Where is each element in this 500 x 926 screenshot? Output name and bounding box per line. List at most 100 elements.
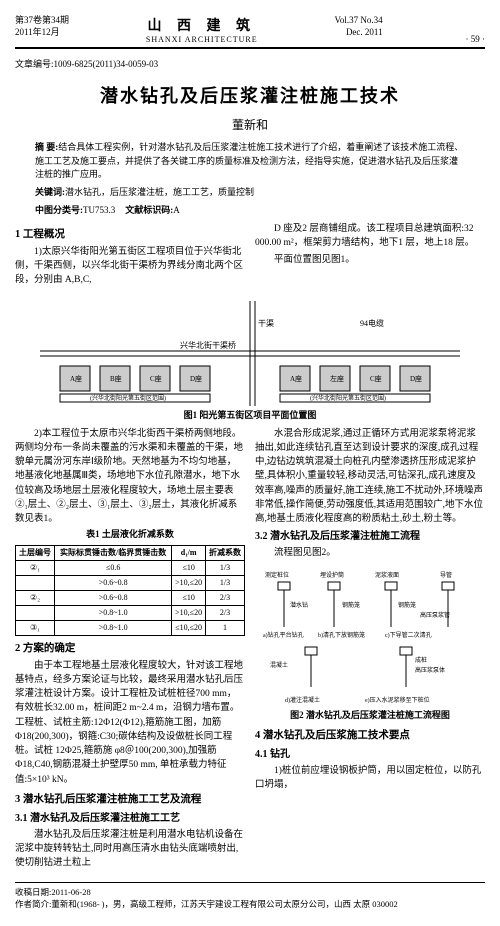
figure-2: 测定桩位 埋设护筒 泥浆液面 导管 潜水钻 钢筋笼 钢筋笼 高压泵浆管 bbox=[255, 567, 485, 723]
table-cell: >0.6~0.8 bbox=[55, 590, 172, 605]
sec3-sub1: 3.1 潜水钻孔及后压浆灌注桩施工工艺 bbox=[15, 811, 245, 826]
date-cn: 2011年12月 bbox=[15, 27, 69, 39]
journal-en: SHANXI ARCHITECTURE bbox=[146, 35, 258, 44]
svg-text:d)灌注混凝土: d)灌注混凝土 bbox=[285, 696, 320, 704]
col-right: D 座及2 层商铺组成。该工程项目总建筑面积:32 000.00 m²，框架剪力… bbox=[255, 222, 485, 290]
article-title: 潜水钻孔及后压浆灌注桩施工技术 bbox=[15, 82, 485, 108]
table-cell: >0.8~1.0 bbox=[55, 605, 172, 620]
keywords-label: 关键词: bbox=[35, 187, 65, 197]
sec3-p2: 水混合形成泥浆,通过正循环方式用泥浆泵将泥浆抽出,如此连续钻孔直至达到设计要求的… bbox=[255, 427, 485, 527]
fig1-caption: 图1 阳光第五街区项目平面位置图 bbox=[15, 408, 485, 421]
body-col-left: 2)本工程位于太原市兴华北街西干渠桥两侧地段。两侧均分布一条尚未覆盖的污水渠和未… bbox=[15, 427, 245, 873]
svg-text:埋设护筒: 埋设护筒 bbox=[320, 571, 344, 579]
svg-text:左座: 左座 bbox=[330, 374, 344, 383]
keywords: 关键词:潜水钻孔，后压浆灌注桩，施工工艺，质量控制 bbox=[35, 186, 465, 200]
svg-text:高压浆泵体: 高压浆泵体 bbox=[415, 666, 445, 674]
sec4-p1: 1)桩位前应埋设钢板护筒，用以固定桩位，以防孔口坍塌， bbox=[255, 764, 485, 793]
th-2: d₁/m bbox=[172, 545, 206, 560]
svg-text:c)下导管二次清孔: c)下导管二次清孔 bbox=[385, 631, 432, 639]
header-right: Vol.37 No.34 Dec. 2011 bbox=[335, 15, 383, 44]
table-header-row: 土层编号 实际标贯锤击数/临界贯锤击数 d₁/m 折减系数 bbox=[16, 545, 245, 560]
abstract-text: 结合具体工程实例，针对潜水钻孔及后压浆灌注桩施工技术进行了介绍，着重阐述了该技术… bbox=[35, 142, 463, 179]
article-id: 文章编号:1009-6825(2011)34-0059-03 bbox=[15, 57, 485, 70]
author-bio: 作者简介:董新和(1968- )，男，高级工程师，江苏天宇建设工程有限公司太原分… bbox=[15, 899, 485, 911]
col-left: 1 工程概况 1)太原兴华街阳光第五街区工程项目位于兴华街北侧，千渠西侧，以兴华… bbox=[15, 222, 245, 290]
table-cell: 1/3 bbox=[205, 575, 244, 590]
svg-text:(兴华北街阳光第五街区范围): (兴华北街阳光第五街区范围) bbox=[90, 394, 166, 402]
table-cell: ≤0.6 bbox=[55, 560, 172, 575]
table-cell: >0.6~0.8 bbox=[55, 575, 172, 590]
abstract-label: 摘 要: bbox=[35, 142, 58, 152]
table-cell: ②₁ bbox=[16, 560, 55, 575]
page-header: 第37卷第34期 2011年12月 山 西 建 筑 SHANXI ARCHITE… bbox=[15, 15, 485, 49]
svg-text:C座: C座 bbox=[370, 374, 382, 383]
fig2-caption: 图2 潜水钻孔及后压浆灌注桩施工流程图 bbox=[255, 709, 485, 723]
table-row: ③₁>0.8~1.0≤10,≤201 bbox=[16, 620, 245, 635]
abstract: 摘 要:结合具体工程实例，针对潜水钻孔及后压浆灌注桩施工技术进行了介绍，着重阐述… bbox=[35, 141, 465, 182]
table-row: ②₁≤0.6≤101/3 bbox=[16, 560, 245, 575]
svg-text:干渠: 干渠 bbox=[258, 318, 274, 328]
sec1-p1: 1)太原兴华街阳光第五街区工程项目位于兴华街北侧，千渠西侧，以兴华北街干渠桥为界… bbox=[15, 245, 245, 288]
svg-text:潜水钻: 潜水钻 bbox=[290, 601, 308, 609]
header-left: 第37卷第34期 2011年12月 bbox=[15, 15, 69, 44]
svg-text:b)清孔下放钢筋笼: b)清孔下放钢筋笼 bbox=[318, 631, 365, 639]
svg-text:A座: A座 bbox=[70, 374, 82, 383]
doc-code-row: 文献标识码:A bbox=[125, 203, 180, 216]
table-cell: ③₁ bbox=[16, 620, 55, 635]
table-cell bbox=[16, 605, 55, 620]
fig2-l0: 测定桩位 bbox=[265, 571, 289, 579]
page-number: · 59 · bbox=[466, 34, 486, 44]
svg-text:a)钻孔平台钻孔: a)钻孔平台钻孔 bbox=[263, 631, 304, 639]
sec1b-p1: 2)本工程位于太原市兴华北街西干渠桥两侧地段。两侧均分布一条尚未覆盖的污水渠和未… bbox=[15, 427, 245, 527]
footer: 收稿日期:2011-06-28 作者简介:董新和(1968- )，男，高级工程师… bbox=[15, 882, 485, 911]
sec1-p3: 平面位置图见图1。 bbox=[255, 253, 485, 267]
svg-text:钢筋笼: 钢筋笼 bbox=[342, 601, 360, 609]
vol-en: Vol.37 No.34 bbox=[335, 15, 383, 27]
table-cell: >10,≤20 bbox=[172, 605, 206, 620]
sec3-p1: 潜水钻孔及后压浆灌注桩是利用潜水电钻机设备在泥浆中旋转转钻土,同时用高压清水由钻… bbox=[15, 828, 245, 871]
recv-date: 收稿日期:2011-06-28 bbox=[15, 887, 485, 899]
svg-text:混凝土: 混凝土 bbox=[270, 661, 288, 669]
svg-text:e)压入水泥浆移至下桩位: e)压入水泥浆移至下桩位 bbox=[365, 696, 430, 704]
svg-text:成桩: 成桩 bbox=[415, 656, 427, 664]
svg-text:D座: D座 bbox=[410, 374, 422, 383]
table-cell: ≤10 bbox=[172, 560, 206, 575]
sec3-head: 3 潜水钻孔后压浆灌注桩施工工艺及流程 bbox=[15, 792, 245, 808]
sec1-head: 1 工程概况 bbox=[15, 227, 245, 243]
svg-text:高压泵浆管: 高压泵浆管 bbox=[420, 611, 450, 619]
svg-text:C座: C座 bbox=[150, 374, 162, 383]
table-cell: 2/3 bbox=[205, 590, 244, 605]
doc-code-label: 文献标识码: bbox=[125, 205, 173, 215]
author: 董新和 bbox=[15, 116, 485, 133]
svg-text:钢筋笼: 钢筋笼 bbox=[398, 601, 416, 609]
keywords-text: 潜水钻孔，后压浆灌注桩，施工工艺，质量控制 bbox=[65, 187, 254, 197]
class-label: 中图分类号: bbox=[35, 205, 83, 215]
journal-cn: 山 西 建 筑 bbox=[146, 15, 258, 35]
svg-text:导管: 导管 bbox=[440, 571, 452, 579]
svg-text:泥浆液面: 泥浆液面 bbox=[375, 571, 399, 579]
intro-columns: 1 工程概况 1)太原兴华街阳光第五街区工程项目位于兴华街北侧，千渠西侧，以兴华… bbox=[15, 222, 485, 290]
table-1: 土层编号 实际标贯锤击数/临界贯锤击数 d₁/m 折减系数 ②₁≤0.6≤101… bbox=[15, 545, 245, 636]
th-1: 实际标贯锤击数/临界贯锤击数 bbox=[55, 545, 172, 560]
flow-diagram-svg: 测定桩位 埋设护筒 泥浆液面 导管 潜水钻 钢筋笼 钢筋笼 高压泵浆管 bbox=[260, 567, 480, 707]
th-0: 土层编号 bbox=[16, 545, 55, 560]
table-cell: >10,≤20 bbox=[172, 575, 206, 590]
svg-text:A座: A座 bbox=[290, 374, 302, 383]
table-cell: >0.8~1.0 bbox=[55, 620, 172, 635]
th-3: 折减系数 bbox=[205, 545, 244, 560]
table-cell: 1/3 bbox=[205, 560, 244, 575]
vol-cn: 第37卷第34期 bbox=[15, 15, 69, 27]
table-cell: ≤10 bbox=[172, 590, 206, 605]
class-row: 中图分类号:TU753.3 bbox=[35, 203, 115, 216]
sec2-head: 2 方案的确定 bbox=[15, 641, 245, 657]
table1-caption: 表1 土层液化折减系数 bbox=[15, 528, 245, 542]
sec4-sub1: 4.1 钻孔 bbox=[255, 747, 485, 762]
table-cell bbox=[16, 575, 55, 590]
figure-1: 兴华北街干渠桥 干渠 94电缆 A座 B座 C座 D座 A座 左座 C座 D座 … bbox=[15, 296, 485, 421]
date-en: Dec. 2011 bbox=[335, 27, 383, 39]
svg-text:(兴华北街阳光第五街区范围): (兴华北街阳光第五街区范围) bbox=[310, 394, 386, 402]
table-cell: 2/3 bbox=[205, 605, 244, 620]
svg-text:D座: D座 bbox=[190, 374, 202, 383]
body-col-right: 水混合形成泥浆,通过正循环方式用泥浆泵将泥浆抽出,如此连续钻孔直至达到设计要求的… bbox=[255, 427, 485, 873]
table-cell: 1 bbox=[205, 620, 244, 635]
